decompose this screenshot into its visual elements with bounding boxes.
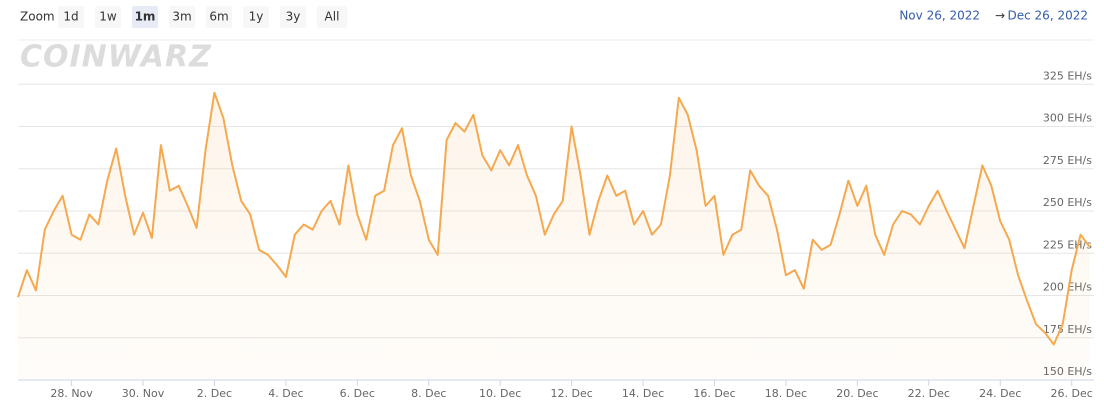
y-tick-label: 325 EH/s [1043,69,1092,82]
x-tick-label: 8. Dec [411,387,446,400]
y-tick-label: 275 EH/s [1043,154,1092,167]
zoom-button-label[interactable]: All [325,10,340,24]
zoom-button[interactable] [58,6,84,28]
zoom-button[interactable] [243,6,269,28]
zoom-button-label[interactable]: 6m [209,10,228,24]
y-tick-label: 250 EH/s [1043,196,1092,209]
x-tick-label: 26. Dec [1051,387,1093,400]
zoom-button-label[interactable]: 1d [63,10,78,24]
x-tick-label: 30. Nov [122,387,165,400]
zoom-buttons: 1d 1w 1m 3m 6m 1y 3y All [58,6,347,28]
x-tick-label: 18. Dec [765,387,807,400]
zoom-label: Zoom [20,10,55,24]
zoom-button-label[interactable]: 1m [135,10,156,24]
x-tick-label: 22. Dec [908,387,950,400]
x-tick-label: 24. Dec [979,387,1021,400]
zoom-button-label[interactable]: 1w [99,10,117,24]
range-arrow: → [995,9,1005,23]
x-tick-label: 16. Dec [693,387,735,400]
zoom-button[interactable] [95,6,121,28]
zoom-button[interactable] [169,6,195,28]
zoom-button-label[interactable]: 1y [249,10,264,24]
zoom-button[interactable] [280,6,306,28]
zoom-button-label[interactable]: 3y [286,10,301,24]
series-line [17,91,1091,346]
zoom-button[interactable] [206,6,232,28]
range-from: Nov 26, 2022 [899,9,980,23]
zoom-button[interactable] [317,6,347,28]
x-tick-label: 10. Dec [479,387,521,400]
area-fill [18,92,1090,380]
zoom-button[interactable] [132,6,158,28]
x-tick-label: 12. Dec [550,387,592,400]
zoom-button-label[interactable]: 3m [172,10,191,24]
x-tick-label: 4. Dec [268,387,303,400]
watermark: COINWARZ [20,40,212,75]
x-tick-label: 14. Dec [622,387,664,400]
x-tick-label: 20. Dec [836,387,878,400]
x-tick-label: 28. Nov [50,387,93,400]
range-to: Dec 26, 2022 [1008,9,1088,23]
x-tick-label: 2. Dec [197,387,232,400]
x-tick-label: 6. Dec [340,387,375,400]
y-tick-label: 300 EH/s [1043,112,1092,125]
